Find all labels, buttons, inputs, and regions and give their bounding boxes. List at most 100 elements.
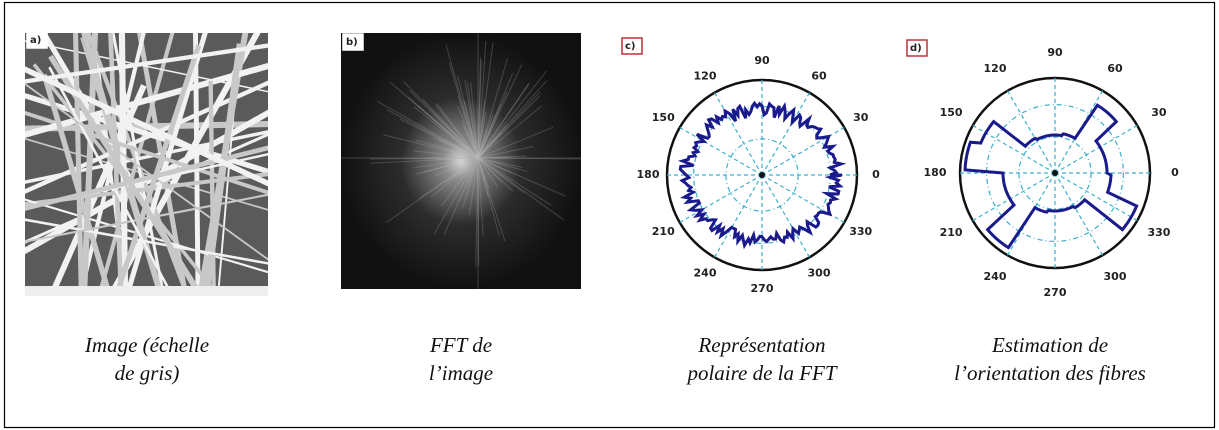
angle-label: 0 <box>1171 166 1179 179</box>
angle-label: 270 <box>751 282 774 295</box>
ray <box>477 126 554 159</box>
polar-center <box>1052 170 1058 176</box>
polar-spoke <box>1054 124 1138 174</box>
polar-spoke <box>761 92 811 176</box>
polar-spoke <box>679 126 763 176</box>
ray <box>477 42 494 159</box>
ray <box>457 96 479 159</box>
ray <box>477 157 525 194</box>
ray <box>369 157 479 160</box>
ray <box>477 157 552 206</box>
ray <box>477 157 564 221</box>
fiber <box>25 43 268 84</box>
fiber <box>208 80 216 296</box>
angle-label: 180 <box>924 166 947 179</box>
angle-label: 240 <box>694 267 717 280</box>
angle-label: 120 <box>694 69 717 82</box>
angle-label: 90 <box>754 54 770 67</box>
ray <box>477 103 502 159</box>
angle-label: 210 <box>940 226 963 239</box>
polar-spoke <box>1006 90 1056 174</box>
polar-spoke <box>713 92 763 176</box>
ray <box>443 157 479 236</box>
fiber <box>81 33 165 296</box>
panel-label-box <box>621 37 643 55</box>
angle-label: 150 <box>652 111 675 124</box>
polar-spoke <box>1054 172 1104 256</box>
polar-curve <box>678 100 847 250</box>
ray <box>477 40 487 159</box>
ray <box>477 146 534 159</box>
angle-label: 60 <box>811 69 827 82</box>
ray <box>457 105 479 159</box>
ray <box>419 157 479 199</box>
ray <box>477 157 480 266</box>
ray <box>477 95 541 159</box>
angle-label: 330 <box>849 225 872 238</box>
panel-label: c) <box>625 41 636 52</box>
polar-spoke <box>761 174 811 258</box>
ray <box>445 44 479 159</box>
panel-label: a) <box>30 35 41 46</box>
angle-label: 300 <box>808 267 831 280</box>
ray <box>468 157 479 215</box>
ray <box>470 81 479 159</box>
ray <box>383 134 479 159</box>
ray <box>477 157 489 198</box>
ray <box>477 64 523 159</box>
fiber <box>202 43 244 296</box>
fiber <box>113 44 202 296</box>
ray <box>477 157 503 183</box>
ray <box>415 139 479 159</box>
polar-spoke <box>1054 172 1138 222</box>
fiber <box>25 62 268 138</box>
angle-label: 150 <box>940 106 963 119</box>
polar-spoke <box>1054 90 1104 174</box>
ray <box>477 111 487 159</box>
caption-line: l’image <box>429 361 493 385</box>
ray <box>477 83 529 159</box>
ray <box>437 138 479 159</box>
angle-label: 0 <box>872 168 880 181</box>
ray <box>477 114 494 159</box>
ray <box>389 81 479 159</box>
ray <box>477 157 484 236</box>
ray <box>422 98 479 159</box>
fiber <box>25 145 268 211</box>
caption-line: Estimation de <box>991 333 1108 357</box>
ray <box>466 157 479 189</box>
angle-label: 30 <box>853 111 869 124</box>
caption-line: Image (échelle <box>84 333 209 357</box>
ray <box>399 118 479 159</box>
ray <box>370 157 479 164</box>
ray <box>386 157 479 223</box>
angle-label: 330 <box>1147 226 1170 239</box>
polar-curve <box>963 103 1139 250</box>
ray <box>477 157 506 242</box>
ray <box>463 126 479 159</box>
angle-label: 30 <box>1151 106 1167 119</box>
angle-label: 120 <box>984 62 1007 75</box>
ray <box>377 100 479 159</box>
ray <box>408 96 479 159</box>
ray <box>477 157 498 188</box>
fiber <box>25 130 268 184</box>
ray <box>477 73 514 159</box>
ray <box>436 102 479 159</box>
angle-label: 90 <box>1047 46 1063 59</box>
polar-spoke <box>972 172 1056 222</box>
angle-label: 210 <box>652 225 675 238</box>
fiber <box>25 218 268 265</box>
fiber <box>48 66 172 293</box>
ray <box>477 156 512 159</box>
ray <box>386 109 479 159</box>
caption-line: de gris) <box>115 361 180 385</box>
ray <box>477 128 488 159</box>
ray <box>433 157 479 177</box>
panel-label-box <box>906 39 928 57</box>
ray <box>477 157 513 174</box>
fiber <box>118 33 129 296</box>
ray <box>430 157 479 198</box>
ray <box>403 81 479 159</box>
angle-label: 270 <box>1044 286 1067 299</box>
